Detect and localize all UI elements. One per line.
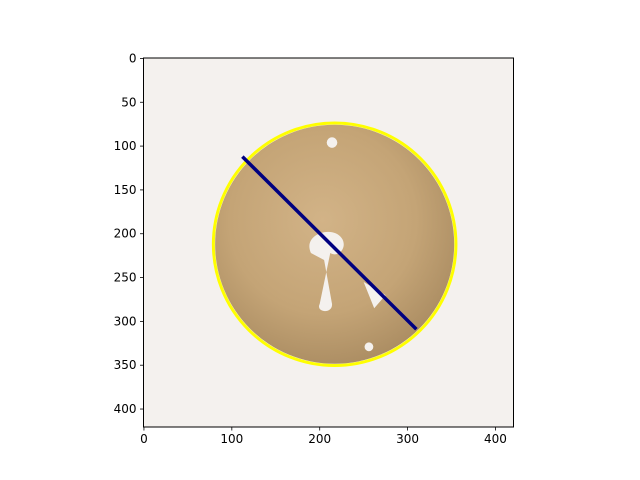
y-tick-label: 150 [114, 183, 137, 197]
image-content [211, 121, 458, 368]
y-tick-label: 100 [114, 139, 137, 153]
x-tick-label: 300 [396, 432, 419, 446]
disc-hole [364, 342, 374, 352]
fitted-circle [211, 121, 458, 368]
disc-cutout [309, 231, 344, 312]
x-tick-label: 200 [308, 432, 331, 446]
diagonal-line [241, 155, 418, 331]
y-tick-label: 200 [114, 227, 137, 241]
disc-hole [326, 137, 338, 148]
x-tick-label: 400 [484, 432, 507, 446]
y-tick-label: 50 [121, 95, 136, 109]
y-tick-label: 350 [114, 358, 137, 372]
x-tick-label: 100 [220, 432, 243, 446]
disc-cutout [363, 281, 386, 309]
axes-frame [143, 57, 514, 428]
x-tick-label: 0 [140, 432, 148, 446]
y-tick-label: 250 [114, 271, 137, 285]
x-axis: 0 100 200 300 400 [140, 427, 507, 446]
y-tick-label: 300 [114, 314, 137, 328]
y-tick-label: 400 [114, 402, 137, 416]
y-axis: 0 50 100 150 200 250 300 350 400 [114, 51, 144, 416]
y-tick-label: 0 [129, 51, 137, 65]
